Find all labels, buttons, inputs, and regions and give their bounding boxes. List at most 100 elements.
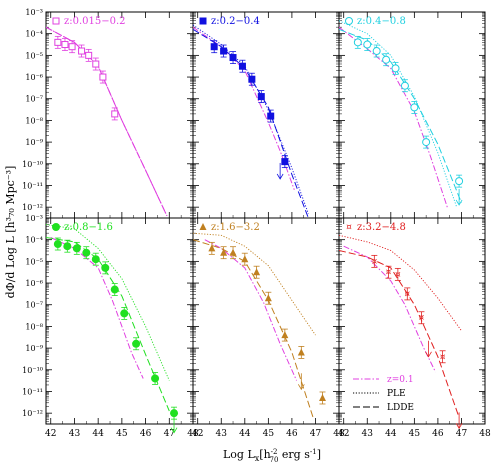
x-axis-label-s-sup: -1 [310, 448, 317, 456]
data-point [281, 158, 289, 166]
data-point [85, 51, 93, 59]
ldde-curve [46, 237, 170, 412]
data-point [422, 138, 431, 147]
data-point [101, 263, 110, 272]
panel-label: z:1.6−3.2 [199, 222, 260, 233]
upper-limit-arrowhead [170, 427, 178, 434]
data-point: ¤ [371, 257, 377, 267]
y-tick-label: 10⁻⁵ [25, 51, 43, 60]
data-point: ¤ [395, 270, 401, 280]
data-point: ¤ [404, 290, 410, 300]
x-axis-label: Log Lx[h-2 70 erg s-1] [223, 448, 321, 464]
panel-6: 42 43 44 45 46 47 48¤¤ ¤¤¤¤¤ z:3.2−4.8z=0.1PLELD… [338, 217, 491, 439]
data-point [372, 47, 381, 56]
panel-frame [192, 217, 340, 425]
data-point: ¤ [419, 314, 425, 324]
y-tick-label: 10⁻¹² [22, 203, 43, 212]
y-tick-label: 10⁻³ [25, 214, 43, 223]
x-axis-label-h-sup: -2 [271, 448, 278, 456]
data-point [264, 294, 272, 302]
data-point [63, 242, 72, 251]
data-point [229, 54, 237, 62]
x-tick-label: 42 [338, 429, 349, 439]
x-tick-label: 47 [164, 429, 176, 439]
z01-curve [46, 26, 168, 217]
x-tick-label: 43 [69, 429, 81, 439]
data-point [257, 93, 265, 101]
data-points [353, 35, 464, 206]
data-point: ¤ [386, 268, 392, 278]
curves [46, 26, 168, 217]
x-tick-label: 42 [192, 429, 203, 439]
y-tick-label: 10⁻¹² [22, 409, 43, 418]
y-tick-label: 10⁻³ [25, 8, 43, 17]
upper-limit-arrowhead [276, 173, 284, 180]
panel-label-marker [199, 17, 207, 25]
data-point [92, 60, 100, 68]
x-axis-label-h-sub: 70 [270, 456, 279, 464]
curves [193, 232, 316, 418]
y-tick-label: 10⁻⁶ [25, 279, 43, 288]
x-tick-label: 46 [140, 429, 152, 439]
data-point [82, 248, 91, 257]
data-point [238, 62, 246, 70]
curves [339, 20, 462, 208]
data-point [61, 41, 69, 49]
ldde-curve [193, 28, 309, 218]
data-point [99, 73, 107, 81]
upper-limit-arrowhead [455, 199, 463, 206]
x-tick-label: 47 [310, 429, 322, 439]
ldde-curve [193, 239, 314, 418]
y-tick-label: 10⁻⁴ [25, 236, 43, 245]
x-tick-label: 43 [216, 429, 228, 439]
data-point [455, 177, 464, 186]
panel-label-text: z:0.015−0.2 [64, 16, 126, 27]
x-tick-label: 46 [286, 429, 298, 439]
data-point [241, 255, 249, 263]
y-tick-label: 10⁻¹⁰ [22, 366, 43, 375]
data-point [220, 47, 228, 55]
panel-label-marker: ¤ [346, 223, 352, 233]
x-tick-label: 48 [187, 429, 199, 439]
x-tick-label: 48 [333, 429, 345, 439]
x-tick-label: 43 [362, 429, 374, 439]
panel-label: z:0.4−0.8 [345, 16, 406, 27]
x-axis-label-units-pre: [h [259, 448, 270, 461]
data-point [281, 331, 289, 339]
panel-5: 42 43 44 45 46 47 48 z:1.6−3.2 [192, 217, 345, 439]
data-point [391, 64, 400, 73]
y-tick-label: 10⁻⁴ [25, 30, 43, 39]
upper-limit-arrowhead [297, 384, 305, 391]
x-axis-label-close: ] [317, 448, 321, 461]
ldde-curve [339, 250, 460, 418]
data-point [253, 268, 261, 276]
x-tick-label: 44 [385, 429, 397, 439]
data-points: ¤¤ ¤¤¤¤ [371, 254, 463, 430]
panel-label-text: z:0.8−1.6 [64, 222, 113, 233]
data-point [210, 43, 218, 51]
z01-curve [50, 237, 144, 379]
data-point [170, 409, 179, 418]
x-tick-label: 45 [263, 429, 275, 439]
y-tick-label: 10⁻¹⁰ [22, 160, 43, 169]
x-axis-label-main: Log L [223, 448, 255, 461]
y-tick-label: 10⁻⁹ [25, 138, 43, 147]
data-point [91, 255, 100, 264]
panel-frame [338, 217, 486, 425]
panel-3: z:0.4−0.8 [338, 11, 486, 219]
ple-curve [193, 24, 309, 214]
ldde-curve [46, 26, 168, 217]
data-point [400, 81, 409, 90]
z01-curve [204, 239, 298, 381]
curves [46, 224, 170, 412]
data-points [53, 237, 179, 434]
panel-label-text: z:1.6−3.2 [211, 222, 260, 233]
ple-curve [339, 20, 458, 208]
y-tick-label: 10⁻⁸ [25, 116, 43, 125]
x-tick-label: 46 [432, 429, 444, 439]
upper-limit-arrowhead [425, 351, 432, 358]
x-tick-label: 44 [239, 429, 251, 439]
legend: z=0.1 PLE LDDE [353, 375, 414, 413]
y-tick-label: 10⁻⁸ [25, 322, 43, 331]
